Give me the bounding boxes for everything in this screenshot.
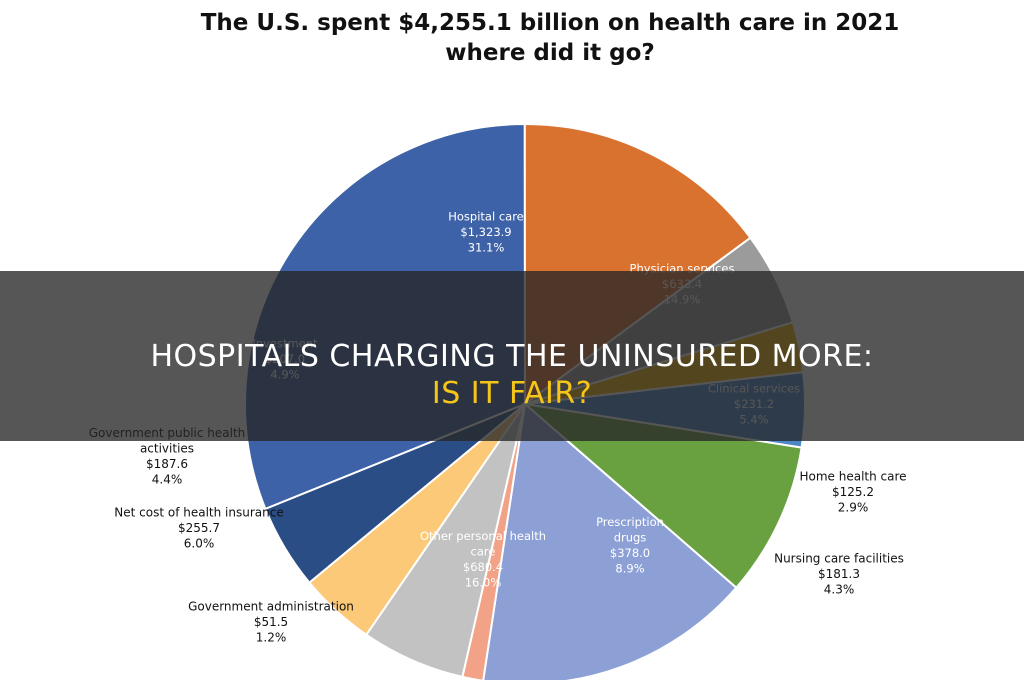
chart-title-line-2: where did it go?: [445, 40, 655, 66]
data-label-government-administration: Government administration $51.5 1.2%: [188, 600, 354, 645]
pie-slice-other-personal-health-care: [482, 402, 738, 680]
headline-banner: HOSPITALS CHARGING THE UNINSURED MORE: I…: [0, 271, 1024, 441]
headline-line-2: IS IT FAIR?: [431, 376, 593, 411]
data-label-nursing-care-facilities: Nursing care facilities $181.3 4.3%: [774, 552, 904, 597]
data-label-home-health-care: Home health care $125.2 2.9%: [799, 470, 906, 515]
chart-title-line-1: The U.S. spent $4,255.1 billion on healt…: [200, 10, 900, 36]
data-label-net-cost-of-health-insurance: Net cost of health insurance $255.7 6.0%: [114, 506, 283, 551]
data-label-prescription-drugs: Prescription drugs $378.0 8.9%: [596, 515, 664, 576]
data-label-hospital-care: Hospital care $1,323.9 31.1%: [448, 210, 524, 255]
headline-line-1: HOSPITALS CHARGING THE UNINSURED MORE:: [150, 339, 874, 374]
chart-title: The U.S. spent $4,255.1 billion on healt…: [0, 8, 1024, 68]
data-label-other-personal-health-care: Other personal health care $680.4 16.0%: [420, 529, 546, 590]
pie-slice-investment: [264, 403, 526, 585]
pie-slice-prescription-drugs: [521, 402, 803, 590]
